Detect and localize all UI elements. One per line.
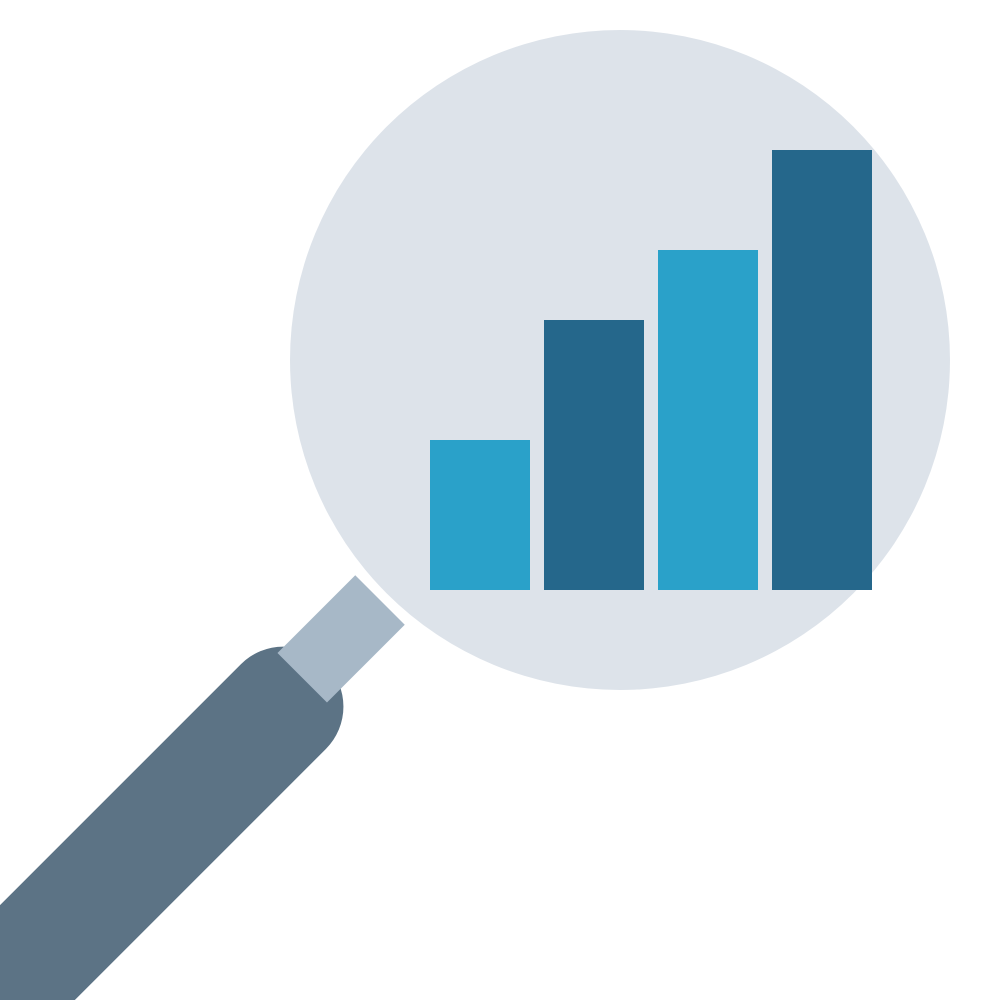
bar-4: [772, 150, 872, 590]
bar-2: [544, 320, 644, 590]
analytics-search-icon: [0, 0, 1000, 1000]
bar-3: [658, 250, 758, 590]
bar-1: [430, 440, 530, 590]
